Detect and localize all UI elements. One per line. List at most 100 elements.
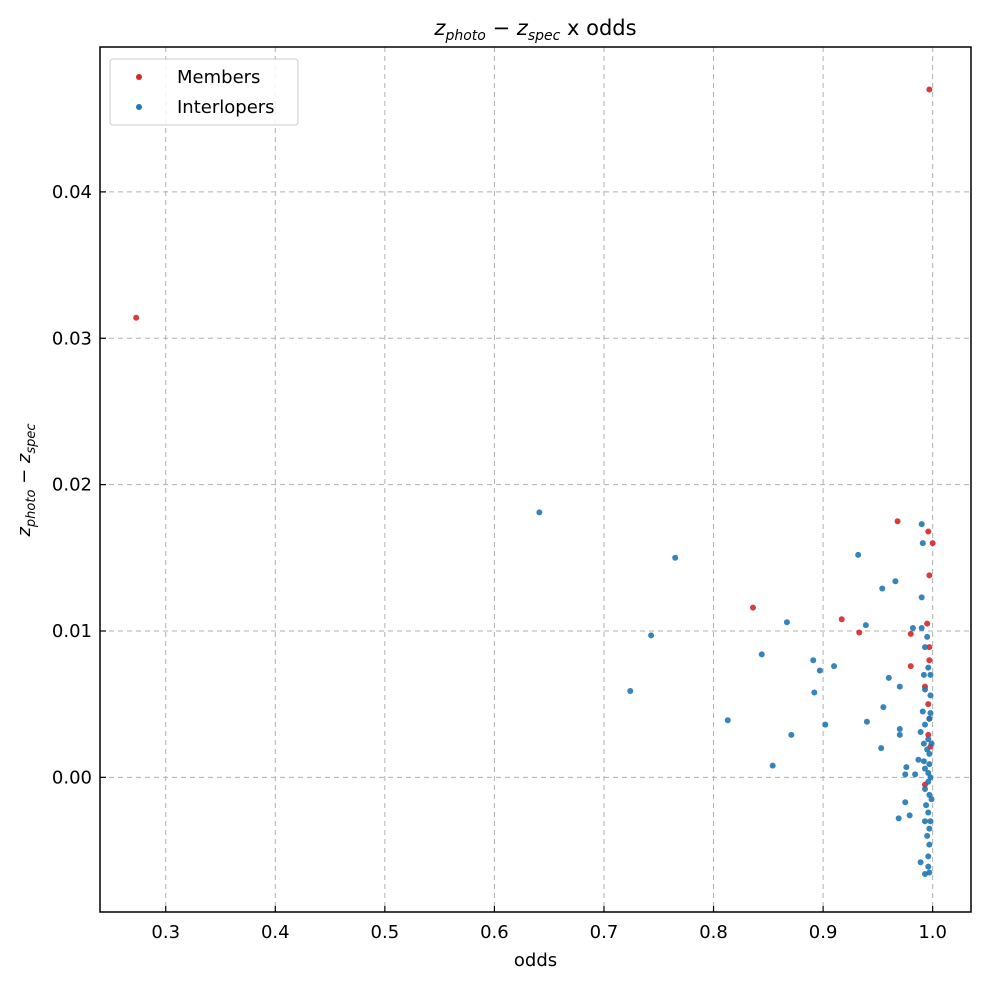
y-tick-label: 0.02 xyxy=(52,475,92,496)
interloper-point xyxy=(879,585,886,592)
member-point xyxy=(929,540,936,547)
interloper-point xyxy=(536,509,543,516)
interloper-point xyxy=(925,778,932,785)
interloper-point xyxy=(927,671,934,678)
member-point xyxy=(907,630,914,637)
member-point xyxy=(133,314,140,321)
interloper-point xyxy=(909,625,916,632)
interloper-point xyxy=(919,708,926,715)
x-tick-label: 0.5 xyxy=(371,922,400,943)
interloper-point xyxy=(863,718,870,725)
interloper-point xyxy=(925,863,932,870)
member-point xyxy=(925,731,932,738)
interloper-point xyxy=(926,715,933,722)
interloper-point xyxy=(917,859,924,866)
interloper-point xyxy=(926,750,933,757)
interloper-point xyxy=(915,756,922,763)
interloper-point xyxy=(672,554,679,561)
interloper-point xyxy=(627,687,634,694)
x-tick-label: 0.8 xyxy=(699,922,728,943)
interloper-point xyxy=(912,771,919,778)
interloper-point xyxy=(885,674,892,681)
points-layer xyxy=(133,86,936,877)
member-point xyxy=(894,518,901,525)
interloper-point xyxy=(924,832,931,839)
interloper-point xyxy=(831,663,838,670)
interloper-point xyxy=(880,704,887,711)
interloper-point xyxy=(816,667,823,674)
interloper-point xyxy=(903,764,910,771)
interloper-point xyxy=(927,692,934,699)
interloper-point xyxy=(920,671,927,678)
interloper-point xyxy=(895,815,902,822)
interloper-point xyxy=(896,731,903,738)
interloper-point xyxy=(902,771,909,778)
interloper-point xyxy=(855,551,862,558)
interloper-point xyxy=(926,841,933,848)
x-tick-label: 0.6 xyxy=(480,922,509,943)
interloper-point xyxy=(758,651,765,658)
interloper-point xyxy=(927,709,934,716)
interloper-point xyxy=(923,802,930,809)
legend-box xyxy=(109,58,299,126)
x-tick-label: 0.9 xyxy=(809,922,838,943)
member-point xyxy=(856,629,863,636)
interloper-point xyxy=(926,825,933,832)
interloper-point xyxy=(724,717,731,724)
ticks-layer: 0.3 0.4 0.5 0.6 0.7 0.8 0.9 1.0 0.00 0.01 0.02 0.03… xyxy=(52,182,947,943)
legend-label-interlopers: Interlopers xyxy=(177,97,275,118)
interloper-point xyxy=(822,721,829,728)
interloper-point xyxy=(926,761,933,768)
interloper-point xyxy=(921,721,928,728)
member-point xyxy=(926,657,933,664)
y-tick-label: 0.00 xyxy=(52,767,92,788)
interloper-point xyxy=(918,625,925,632)
interloper-point xyxy=(810,657,817,664)
interloper-point xyxy=(917,728,924,735)
interloper-point xyxy=(921,786,928,793)
interloper-point xyxy=(896,726,903,733)
legend-label-members: Members xyxy=(177,67,260,88)
interloper-point xyxy=(927,818,934,825)
interloper-point xyxy=(783,619,790,626)
interloper-point xyxy=(920,758,927,765)
plot-frame xyxy=(99,46,972,913)
x-tick-label: 1.0 xyxy=(918,922,947,943)
legend-marker-interlopers xyxy=(136,104,142,110)
y-tick-label: 0.01 xyxy=(52,621,92,642)
member-point xyxy=(926,572,933,579)
interloper-point xyxy=(788,731,795,738)
interloper-point xyxy=(928,796,935,803)
member-point xyxy=(926,86,933,93)
interloper-point xyxy=(926,869,933,876)
interloper-point xyxy=(928,740,935,747)
interloper-point xyxy=(769,762,776,769)
member-point xyxy=(924,620,931,627)
member-point xyxy=(925,528,932,535)
member-point xyxy=(749,604,756,611)
legend-marker-members xyxy=(136,74,142,80)
interloper-point xyxy=(925,664,932,671)
member-point xyxy=(838,616,845,623)
interloper-point xyxy=(921,644,928,651)
interloper-point xyxy=(925,853,932,860)
interloper-point xyxy=(878,745,885,752)
y-tick-label: 0.04 xyxy=(52,182,92,203)
interloper-point xyxy=(862,622,869,629)
interloper-point xyxy=(920,740,927,747)
member-point xyxy=(925,701,932,708)
y-tick-label: 0.03 xyxy=(52,328,92,349)
member-point xyxy=(926,644,933,651)
interloper-point xyxy=(918,521,925,528)
y-axis-label: zphoto − zspec xyxy=(14,423,39,537)
interloper-point xyxy=(925,736,932,743)
x-axis-label: odds xyxy=(514,950,557,971)
interloper-point xyxy=(918,594,925,601)
x-tick-label: 0.3 xyxy=(151,922,180,943)
interloper-point xyxy=(924,633,931,640)
legend: Members Interlopers xyxy=(109,58,299,126)
interloper-point xyxy=(921,686,928,693)
member-point xyxy=(907,663,914,670)
interloper-point xyxy=(921,818,928,825)
